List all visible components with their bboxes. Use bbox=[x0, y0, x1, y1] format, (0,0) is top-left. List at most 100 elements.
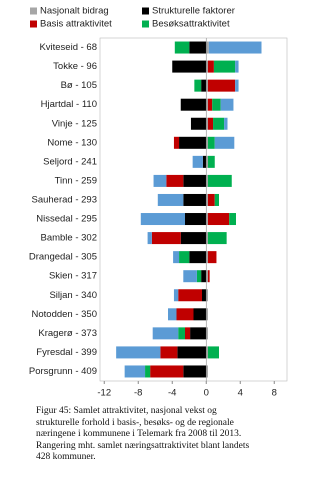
x-tick-label: -4 bbox=[168, 388, 176, 399]
bar-segment bbox=[190, 327, 207, 340]
bar-segment bbox=[183, 365, 207, 378]
bar-segment bbox=[189, 41, 207, 54]
category-label: Seljord - 241 bbox=[43, 156, 97, 167]
bar-segment bbox=[207, 174, 232, 187]
caption-line: strukturelle forhold i basis-, besøks- o… bbox=[36, 417, 234, 428]
bar-segment bbox=[207, 136, 215, 149]
x-tick-label: -12 bbox=[97, 388, 111, 399]
category-label: Kragerø - 373 bbox=[38, 328, 97, 339]
bar-segment bbox=[157, 193, 184, 206]
bar-segment bbox=[212, 98, 221, 111]
bar-segment bbox=[173, 251, 180, 264]
legend-swatch bbox=[142, 7, 149, 15]
bar-segment bbox=[235, 79, 239, 92]
bar-segment bbox=[173, 136, 180, 149]
bar-segment bbox=[193, 308, 207, 321]
bar-segment bbox=[196, 270, 202, 283]
bar-segment bbox=[206, 213, 208, 226]
bar-segment bbox=[185, 213, 207, 226]
bar-segment bbox=[206, 327, 208, 340]
bar-segment bbox=[179, 251, 190, 264]
caption-line: næringene i kommunene i Telemark fra 200… bbox=[36, 429, 242, 439]
caption-line: Figur 45: Samlet attraktivitet, nasjonal… bbox=[36, 406, 217, 416]
bar-segment bbox=[207, 232, 227, 245]
category-label: Siljan - 340 bbox=[49, 290, 97, 301]
bar-segment bbox=[151, 232, 181, 245]
bar-segment bbox=[207, 79, 236, 92]
bar-segment bbox=[183, 270, 197, 283]
x-tick-label: 4 bbox=[238, 388, 243, 399]
legend-label: Nasjonalt bidrag bbox=[40, 6, 109, 17]
x-tick-label: 0 bbox=[204, 388, 209, 399]
bar-segment bbox=[207, 98, 213, 111]
bar-segment bbox=[206, 308, 208, 321]
bar-segment bbox=[206, 251, 208, 264]
bar-segment bbox=[206, 232, 208, 245]
bar-segment bbox=[207, 193, 215, 206]
bar-segment bbox=[180, 232, 207, 245]
bar-segment bbox=[124, 365, 146, 378]
bar-segment bbox=[235, 60, 239, 73]
bar-segment bbox=[153, 174, 167, 187]
bar-segment bbox=[185, 327, 191, 340]
legend-swatch bbox=[142, 20, 149, 28]
bar-segment bbox=[147, 232, 152, 245]
bar-segment bbox=[206, 289, 208, 302]
bar-segment bbox=[206, 41, 209, 54]
category-label: Kviteseid - 68 bbox=[39, 42, 97, 53]
bar-segment bbox=[178, 327, 185, 340]
category-label: Tokke - 96 bbox=[53, 61, 97, 72]
caption-line: Rangering mht. samlet næringsattraktivit… bbox=[36, 440, 250, 451]
bar-segment bbox=[206, 346, 208, 359]
bar-segment bbox=[189, 251, 207, 264]
bar-segment bbox=[168, 308, 177, 321]
bar-segment bbox=[207, 346, 219, 359]
bar-segment bbox=[206, 270, 208, 283]
bar-segment bbox=[140, 213, 185, 226]
bar-segment bbox=[201, 270, 207, 283]
bar-segment bbox=[178, 289, 202, 302]
bar-segment bbox=[206, 79, 208, 92]
legend-label: Strukturelle faktorer bbox=[152, 6, 235, 17]
caption-line: 428 kommuner. bbox=[36, 452, 96, 462]
bar-segment bbox=[220, 98, 234, 111]
bar-segment bbox=[150, 365, 184, 378]
bar-segment bbox=[206, 98, 208, 111]
bar-segment bbox=[116, 346, 161, 359]
bar-segment bbox=[207, 155, 215, 168]
category-label: Skien - 317 bbox=[49, 271, 97, 282]
chart: Nasjonalt bidrag Strukturelle faktorer Bas… bbox=[29, 6, 288, 399]
bar-segment bbox=[172, 60, 207, 73]
category-label: Fyresdal - 399 bbox=[36, 347, 97, 358]
bar-segment bbox=[214, 136, 235, 149]
category-label: Nissedal - 295 bbox=[36, 214, 97, 225]
bar-segment bbox=[190, 117, 207, 130]
bar-segment bbox=[183, 174, 207, 187]
bar-segment bbox=[214, 193, 219, 206]
bar-segment bbox=[202, 155, 207, 168]
category-label: Hjartdal - 110 bbox=[41, 99, 97, 110]
bar-segment bbox=[206, 136, 208, 149]
bar-segment bbox=[206, 174, 208, 187]
bar-segment bbox=[180, 98, 207, 111]
bar-segment bbox=[160, 346, 178, 359]
bar-segment bbox=[173, 289, 179, 302]
bar-segment bbox=[152, 327, 179, 340]
category-label: Bamble - 302 bbox=[40, 233, 97, 244]
bar-segment bbox=[206, 117, 208, 130]
bar-segment bbox=[206, 193, 208, 206]
category-label: Porsgrunn - 409 bbox=[29, 366, 97, 377]
caption: Figur 45: Samlet attraktivitet, nasjonal… bbox=[36, 406, 296, 464]
category-label: Tinn - 259 bbox=[55, 175, 97, 186]
bar-segment bbox=[176, 308, 194, 321]
bar-segment bbox=[207, 60, 214, 73]
legend-label: Basis attraktivitet bbox=[40, 19, 112, 30]
bar-segment bbox=[202, 289, 207, 302]
bar-segment bbox=[179, 136, 207, 149]
bar-segment bbox=[174, 41, 190, 54]
bar-segment bbox=[177, 346, 207, 359]
bar-segment bbox=[213, 117, 225, 130]
legend-swatch bbox=[30, 7, 37, 15]
bar-segment bbox=[183, 193, 207, 206]
bar-segment bbox=[166, 174, 184, 187]
